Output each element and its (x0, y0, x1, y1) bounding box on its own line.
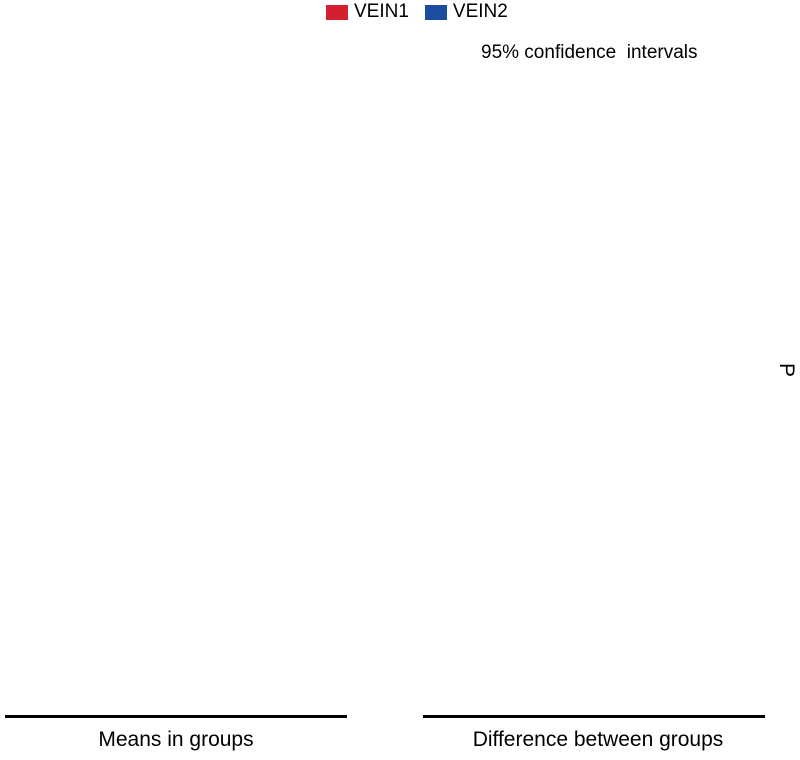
means-panel-label: Means in groups (98, 728, 254, 751)
means-panel-axis-line (5, 715, 347, 718)
legend-swatch-vein1 (326, 4, 348, 20)
legend-entry-vein1: VEIN1 (326, 1, 409, 23)
plot-area (0, 70, 800, 710)
legend-label-vein1: VEIN1 (354, 1, 409, 22)
chart-legend: VEIN1 VEIN2 (326, 0, 518, 24)
difference-panel-axis-line (423, 715, 765, 718)
confidence-interval-note: 95% confidence intervals (481, 42, 698, 63)
legend-label-vein2: VEIN2 (452, 1, 508, 22)
legend-swatch-vein2 (424, 4, 447, 20)
right-axis-label: P (775, 362, 798, 377)
difference-panel-label: Difference between groups (472, 728, 724, 751)
legend-entry-vein2: VEIN2 (424, 1, 508, 23)
